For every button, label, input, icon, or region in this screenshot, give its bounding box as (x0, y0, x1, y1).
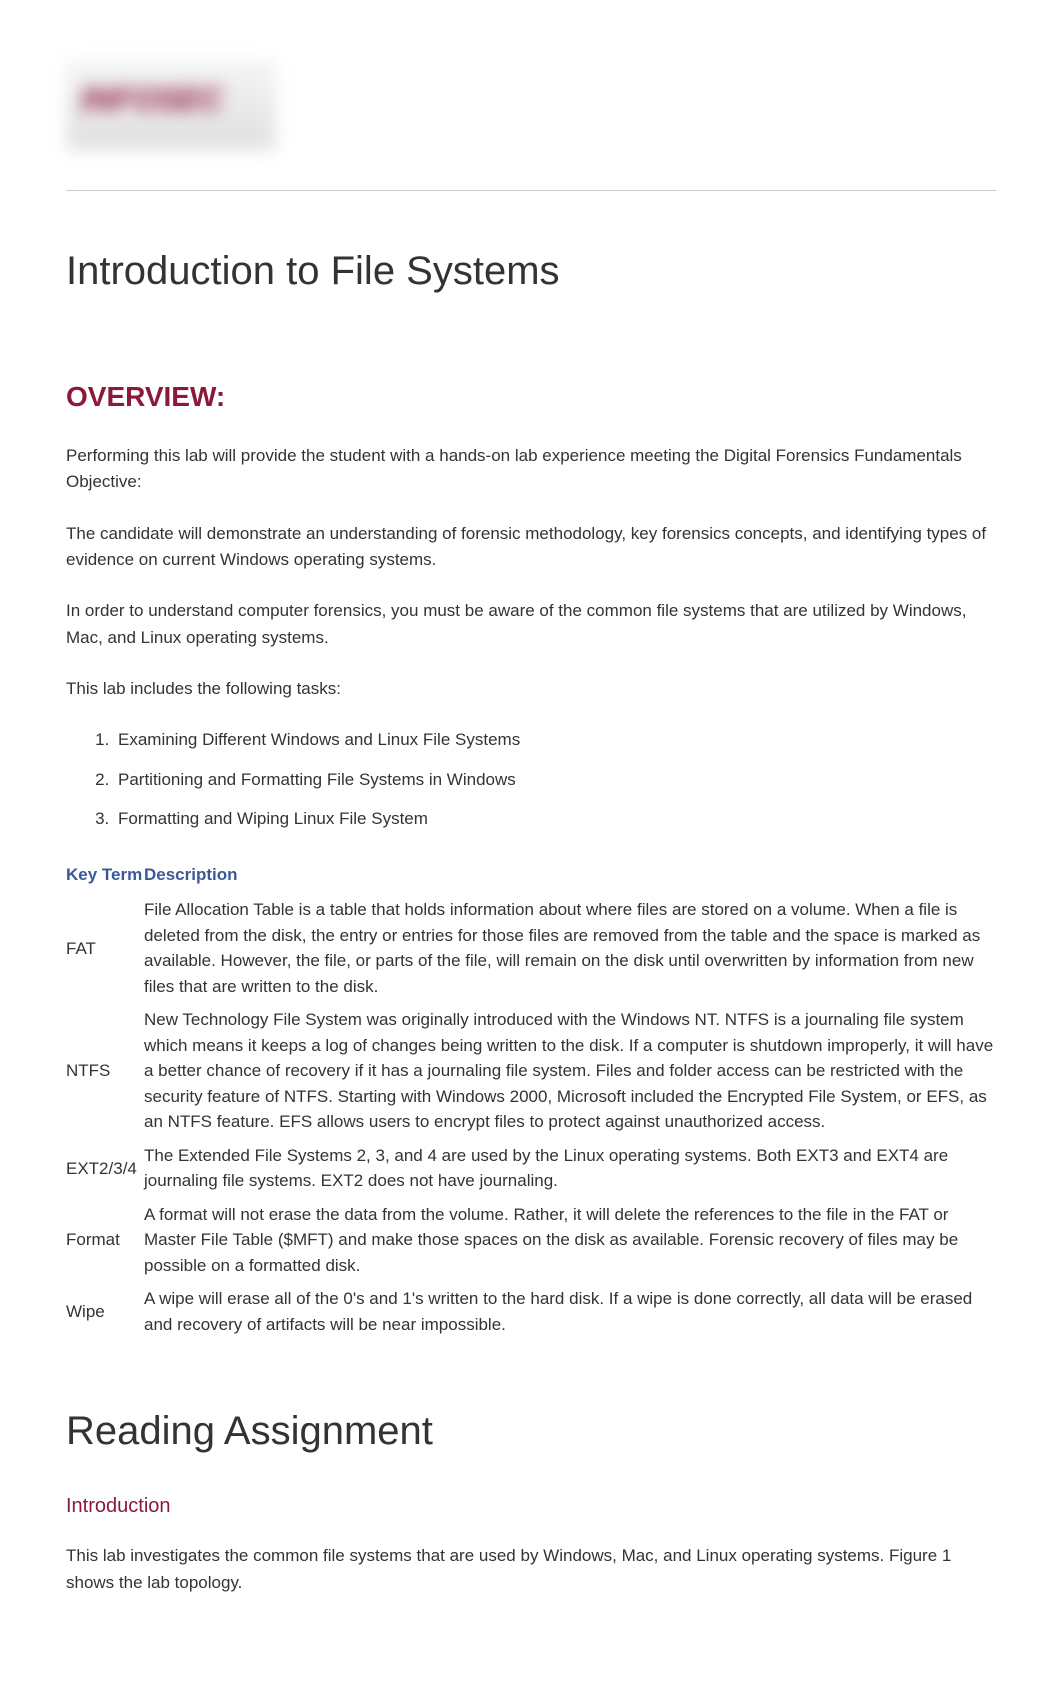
infosec-logo: INFOSEC (66, 60, 276, 150)
table-row: Wipe A wipe will erase all of the 0's an… (66, 1282, 996, 1341)
logo-text: INFOSEC (81, 75, 223, 123)
overview-heading: OVERVIEW: (66, 376, 996, 418)
table-row: EXT2/3/4 The Extended File Systems 2, 3,… (66, 1139, 996, 1198)
key-terms-table: Key Term Description FAT File Allocation… (66, 862, 996, 1342)
term-cell: EXT2/3/4 (66, 1139, 144, 1198)
task-item: Examining Different Windows and Linux Fi… (114, 727, 996, 753)
task-item: Formatting and Wiping Linux File System (114, 806, 996, 832)
task-item: Partitioning and Formatting File Systems… (114, 767, 996, 793)
term-cell: FAT (66, 893, 144, 1003)
table-header-term: Key Term (66, 862, 144, 894)
table-row: FAT File Allocation Table is a table tha… (66, 893, 996, 1003)
overview-paragraph: In order to understand computer forensic… (66, 598, 996, 651)
reading-assignment-heading: Reading Assignment (66, 1401, 996, 1461)
page-title: Introduction to File Systems (66, 241, 996, 301)
tasks-list: Examining Different Windows and Linux Fi… (114, 727, 996, 832)
description-cell: A wipe will erase all of the 0's and 1's… (144, 1282, 996, 1341)
term-cell: NTFS (66, 1003, 144, 1139)
overview-paragraph: The candidate will demonstrate an unders… (66, 521, 996, 574)
table-row: Format A format will not erase the data … (66, 1198, 996, 1283)
description-cell: File Allocation Table is a table that ho… (144, 893, 996, 1003)
description-cell: A format will not erase the data from th… (144, 1198, 996, 1283)
table-row: NTFS New Technology File System was orig… (66, 1003, 996, 1139)
overview-paragraph: Performing this lab will provide the stu… (66, 443, 996, 496)
description-cell: New Technology File System was originall… (144, 1003, 996, 1139)
introduction-text: This lab investigates the common file sy… (66, 1543, 996, 1596)
header-divider (66, 190, 996, 191)
table-header-description: Description (144, 862, 996, 894)
term-cell: Wipe (66, 1282, 144, 1341)
logo-container: INFOSEC (66, 60, 996, 150)
introduction-heading: Introduction (66, 1491, 996, 1521)
description-cell: The Extended File Systems 2, 3, and 4 ar… (144, 1139, 996, 1198)
term-cell: Format (66, 1198, 144, 1283)
overview-paragraph: This lab includes the following tasks: (66, 676, 996, 702)
table-header-row: Key Term Description (66, 862, 996, 894)
